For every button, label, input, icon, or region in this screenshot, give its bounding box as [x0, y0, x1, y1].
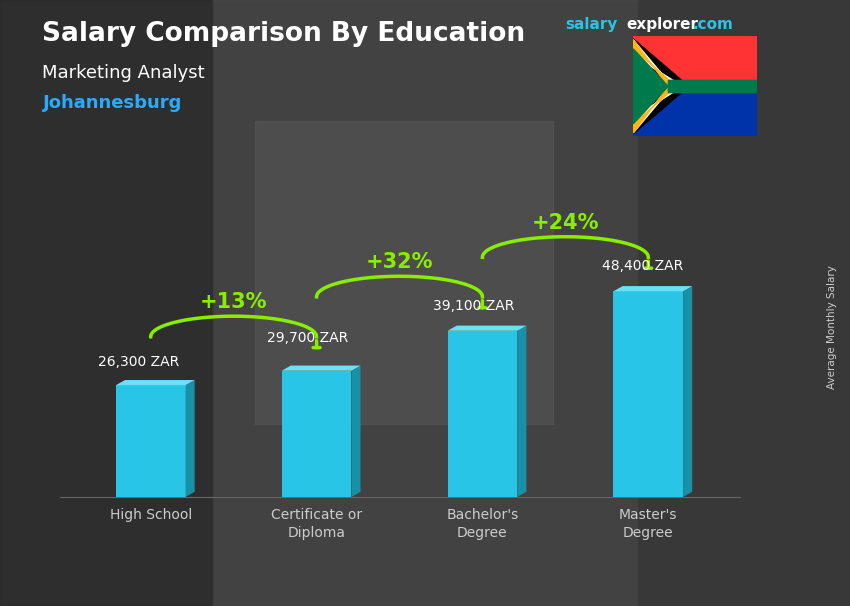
Text: 26,300 ZAR: 26,300 ZAR: [98, 355, 178, 368]
Bar: [0, 0, 212, 606]
Polygon shape: [633, 49, 668, 124]
Text: Marketing Analyst: Marketing Analyst: [42, 64, 205, 82]
Polygon shape: [281, 365, 360, 371]
Polygon shape: [633, 39, 688, 134]
Polygon shape: [633, 40, 683, 87]
Polygon shape: [185, 380, 195, 497]
Polygon shape: [351, 365, 360, 497]
Text: .com: .com: [693, 17, 734, 32]
Bar: [212, 0, 638, 606]
Polygon shape: [614, 286, 692, 291]
Text: 39,100 ZAR: 39,100 ZAR: [433, 299, 514, 313]
Polygon shape: [518, 325, 526, 497]
Text: salary: salary: [565, 17, 618, 32]
Text: +24%: +24%: [531, 213, 599, 233]
Bar: [668, 81, 756, 92]
Bar: [448, 331, 518, 497]
Polygon shape: [668, 81, 756, 92]
Bar: [638, 0, 850, 606]
Bar: [281, 371, 351, 497]
Text: Johannesburg: Johannesburg: [42, 94, 182, 112]
Bar: [614, 291, 683, 497]
Text: +32%: +32%: [366, 252, 434, 272]
Polygon shape: [633, 87, 683, 133]
Polygon shape: [633, 40, 677, 87]
Polygon shape: [448, 325, 526, 331]
Text: 29,700 ZAR: 29,700 ZAR: [267, 331, 348, 345]
Polygon shape: [116, 380, 195, 385]
Bar: [633, 36, 756, 87]
Text: explorer: explorer: [626, 17, 699, 32]
Text: 48,400 ZAR: 48,400 ZAR: [602, 259, 683, 273]
Text: Salary Comparison By Education: Salary Comparison By Education: [42, 21, 525, 47]
Bar: [116, 385, 185, 497]
Polygon shape: [683, 286, 692, 497]
Text: +13%: +13%: [200, 292, 268, 312]
Bar: [633, 87, 756, 136]
Text: Average Monthly Salary: Average Monthly Salary: [827, 265, 837, 389]
Bar: [255, 121, 552, 424]
Polygon shape: [633, 87, 677, 133]
